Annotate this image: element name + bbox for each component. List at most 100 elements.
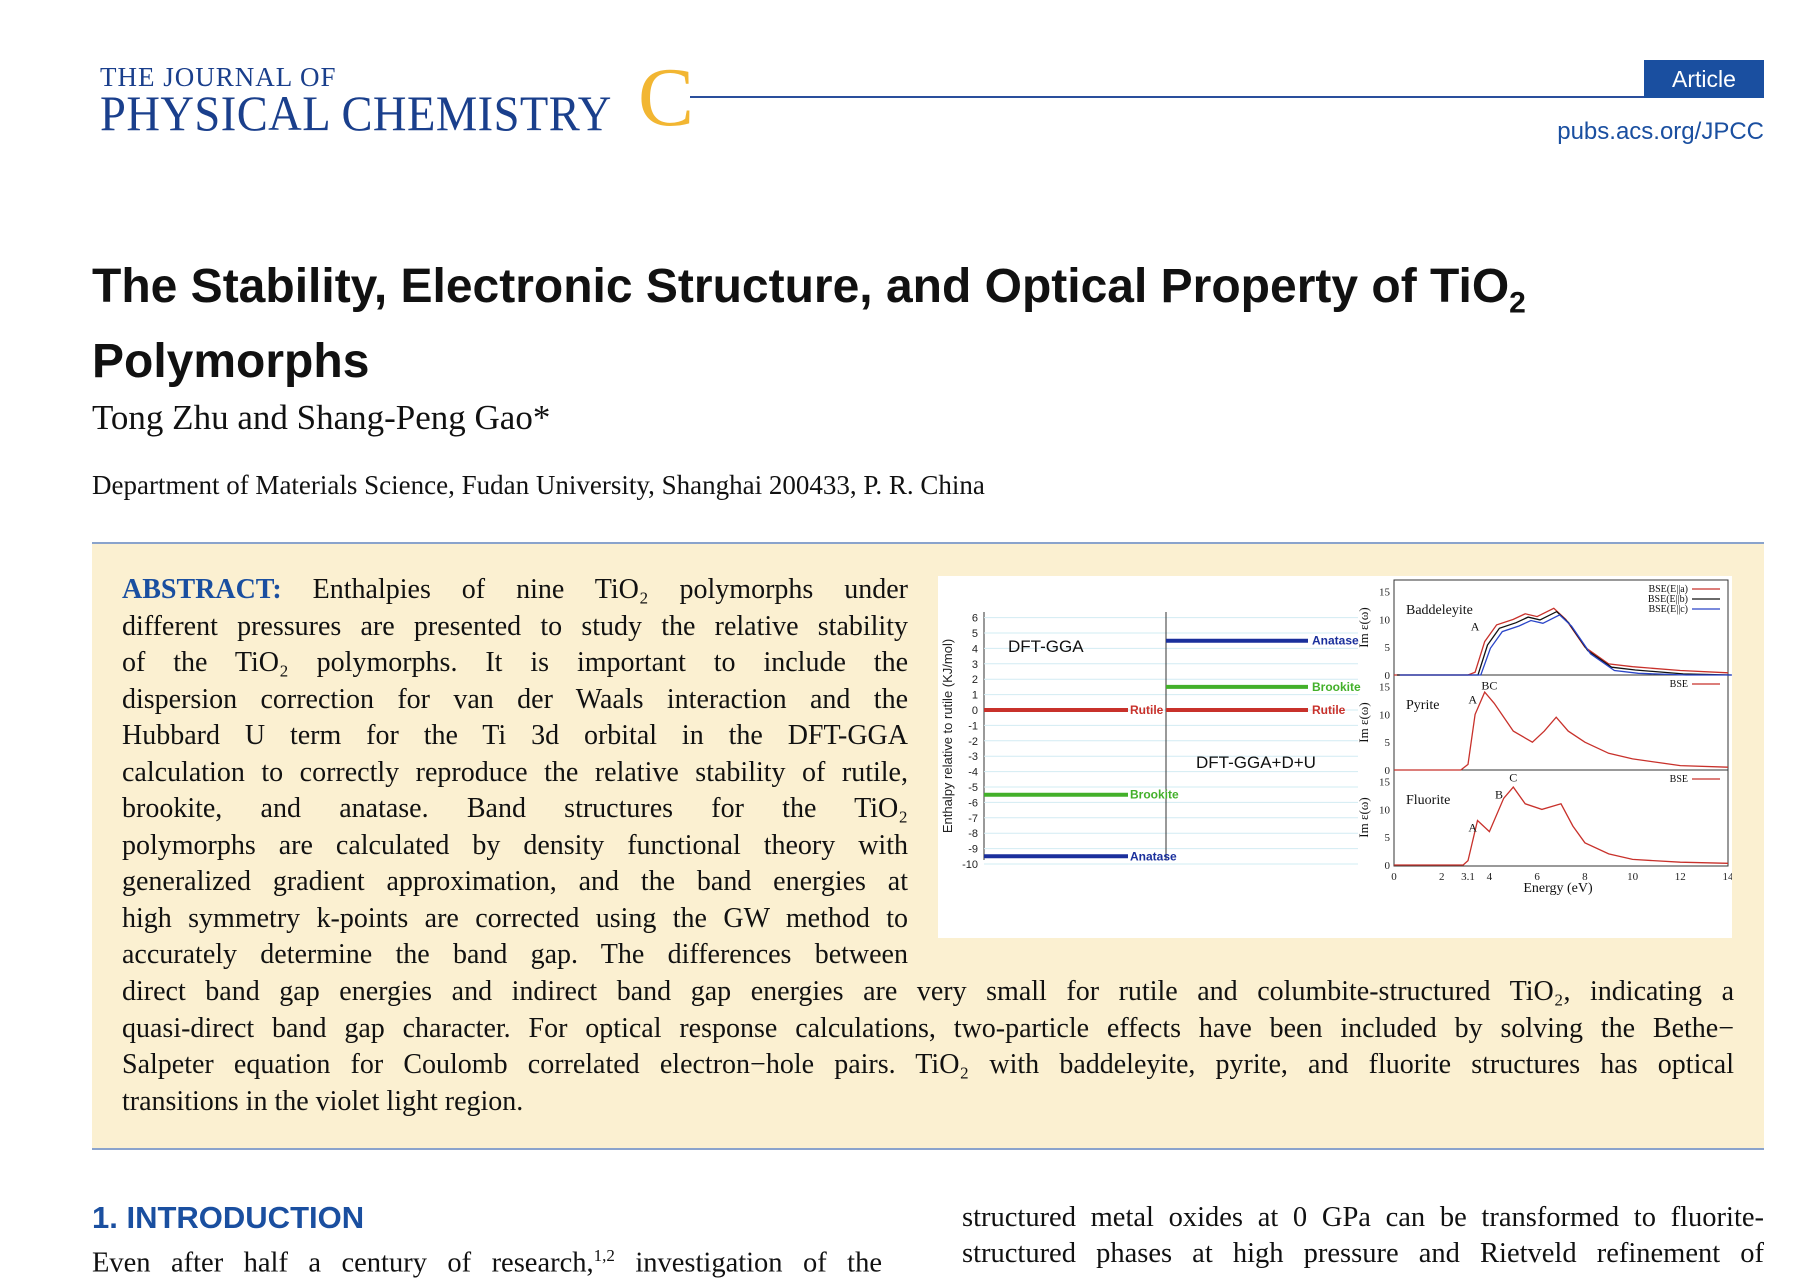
- intro-right-line: structured metal oxides at 0 GPa can be …: [962, 1202, 1764, 1233]
- level-label: Rutile: [1130, 703, 1164, 717]
- abstract-line: brookite, and anatase. Band structures f…: [122, 793, 908, 824]
- abstract-lead: ABSTRACT:: [122, 574, 282, 605]
- energy-tick-label: 2: [1439, 871, 1445, 883]
- energy-axis-label: Energy (eV): [1523, 881, 1593, 896]
- enthalpy-tick-label: 4: [972, 643, 978, 655]
- panel-name-fluorite: Fluorite: [1406, 793, 1450, 808]
- spectrum-curve: [1394, 786, 1729, 866]
- spectra-frame: [1393, 579, 1729, 867]
- journal-url-link[interactable]: pubs.acs.org/JPCC: [1557, 118, 1764, 145]
- energy-tick-label: 14: [1723, 871, 1733, 883]
- abstract-line: Hubbard U term for the Ti 3d orbital in …: [122, 720, 908, 751]
- abstract-narrow-column: ABSTRACT: Enthalpies of nine TiO₂ polymo…: [122, 572, 908, 974]
- enthalpy-tick-label: -7: [968, 813, 978, 825]
- abstract-line: direct band gap energies and indirect ba…: [122, 976, 1734, 1007]
- article-title: The Stability, Electronic Structure, and…: [92, 258, 1772, 391]
- level-label: Anatase: [1130, 849, 1177, 863]
- spectra-tick-label: 0: [1385, 670, 1391, 682]
- energy-tick-label: 4: [1487, 871, 1493, 883]
- spectra-tick-label: 5: [1385, 737, 1391, 749]
- level-label: Anatase: [1312, 634, 1359, 648]
- title-line1: The Stability, Electronic Structure, and…: [92, 260, 1510, 313]
- enthalpy-tick-label: -10: [962, 859, 978, 871]
- abstract-line: dispersion correction for van der Waals …: [122, 683, 908, 715]
- enthalpy-tick-label: -5: [968, 782, 978, 794]
- affiliation: Department of Materials Science, Fudan U…: [92, 470, 985, 500]
- journal-name-line1: THE JOURNAL OF: [100, 62, 337, 92]
- abstract-wide-column: direct band gap energies and indirect ba…: [122, 974, 1734, 1120]
- level-label: Brookite: [1130, 788, 1179, 802]
- enthalpy-tick-label: 3: [972, 659, 978, 671]
- abstract-line: Salpeter equation for Coulomb correlated…: [122, 1049, 1734, 1080]
- enthalpy-tick-label: -2: [968, 736, 978, 748]
- enthalpy-tick-label: 2: [972, 674, 978, 686]
- panel-name-pyrite: Pyrite: [1406, 698, 1439, 713]
- spectra-tick-label: 10: [1379, 614, 1391, 626]
- spectrum-curve: [1394, 690, 1729, 771]
- level-label: Rutile: [1312, 703, 1346, 717]
- citation-superscript[interactable]: 1,2: [593, 1246, 615, 1265]
- legend-entry: BSE(E||b): [1648, 594, 1688, 605]
- spectra-axis-label: Im ε(ω): [1356, 702, 1371, 742]
- intro-text: investigation of the: [614, 1247, 882, 1279]
- toc-graphic: Enthalpy relative to rutile (KJ/mol) 6 5 4…: [938, 576, 1734, 938]
- enthalpy-tick-label: 1: [972, 690, 978, 702]
- abstract-line-text: Enthalpies of nine TiO₂ polymorphs under: [281, 574, 908, 605]
- label-dft-gga-du: DFT-GGA+D+U: [1196, 753, 1316, 772]
- spectra-tick-label: 5: [1385, 642, 1391, 654]
- spectra-tick-label: 15: [1379, 777, 1391, 789]
- enthalpy-tick-label: 5: [972, 628, 978, 640]
- abstract-line: different pressures are presented to stu…: [122, 610, 908, 642]
- legend-entry: BSE(E||a): [1648, 584, 1688, 595]
- enthalpy-axis-label: Enthalpy relative to rutile (KJ/mol): [940, 639, 955, 833]
- label-dft-gga: DFT-GGA: [1008, 637, 1084, 656]
- spectra-axis-label: Im ε(ω): [1356, 797, 1371, 837]
- abstract-line: of the TiO₂ polymorphs. It is important …: [122, 647, 908, 678]
- energy-tick-label: 3.1: [1461, 871, 1475, 883]
- energy-tick-label: 10: [1627, 871, 1639, 883]
- abstract-line: high symmetry k-points are corrected usi…: [122, 902, 908, 934]
- authors: Tong Zhu and Shang-Peng Gao*: [92, 398, 551, 437]
- energy-tick-label: 0: [1391, 871, 1397, 883]
- header-rule: [690, 96, 1764, 98]
- enthalpy-tick-label: -1: [968, 720, 978, 732]
- spectra-tick-label: 5: [1385, 832, 1391, 844]
- spectrum-curve: [1399, 614, 1734, 676]
- title-line2: Polymorphs: [92, 334, 370, 388]
- legend-entry: BSE: [1670, 679, 1688, 690]
- abstract-line: calculation to correctly reproduce the r…: [122, 756, 908, 788]
- abstract-line: transitions in the violet light region.: [122, 1085, 524, 1117]
- toc-figure-svg: Enthalpy relative to rutile (KJ/mol) 6 5 4…: [940, 579, 1734, 896]
- spectra-axis-label: Im ε(ω): [1356, 607, 1371, 647]
- peak-label: B: [1495, 787, 1503, 801]
- energy-tick-label: 12: [1675, 871, 1686, 883]
- spectrum-curve: [1396, 610, 1731, 676]
- energy-tick-label: 6: [1534, 871, 1540, 883]
- spectrum-curve: [1394, 607, 1729, 676]
- spectra-tick-label: 0: [1385, 860, 1391, 872]
- journal-section-letter: C: [638, 51, 695, 144]
- enthalpy-tick-label: 0: [972, 705, 978, 717]
- abstract-line: quasi-direct band gap character. For opt…: [122, 1012, 1734, 1044]
- enthalpy-tick-label: 6: [972, 613, 978, 625]
- abstract-line: ABSTRACT: Enthalpies of nine TiO₂ polymo…: [122, 572, 908, 609]
- legend-entry: BSE(E||c): [1648, 604, 1688, 615]
- article-type-badge: Article: [1644, 60, 1764, 98]
- peak-label: A: [1471, 620, 1480, 634]
- peak-label: BC: [1481, 678, 1497, 692]
- peak-label: C: [1509, 771, 1517, 785]
- panel-name-baddeleyite: Baddeleyite: [1406, 603, 1473, 618]
- enthalpy-tick-label: -8: [968, 828, 978, 840]
- energy-tick-label: 8: [1582, 871, 1588, 883]
- journal-name-line2: PHYSICAL CHEMISTRY: [100, 85, 612, 141]
- spectra-tick-label: 15: [1379, 587, 1391, 599]
- title-subscript: 2: [1509, 286, 1526, 320]
- intro-left-line: Even after half a century of research,1,…: [92, 1238, 882, 1282]
- intro-text: Even after half a century of research,: [92, 1247, 594, 1279]
- abstract-line: generalized gradient approximation, and …: [122, 866, 908, 897]
- enthalpy-tick-label: -3: [968, 751, 978, 763]
- enthalpy-tick-label: -4: [968, 767, 978, 779]
- enthalpy-tick-label: -9: [968, 844, 978, 856]
- spectra-tick-label: 10: [1379, 804, 1391, 816]
